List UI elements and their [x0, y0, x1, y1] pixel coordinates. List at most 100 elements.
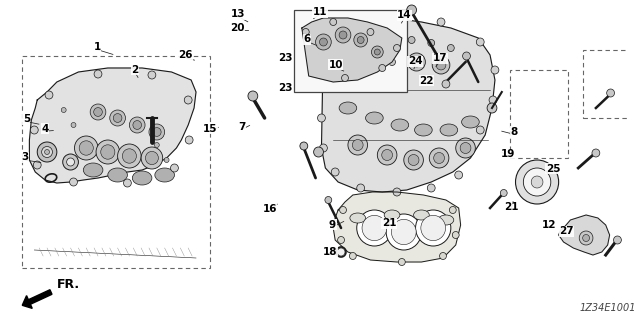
Circle shape	[356, 184, 365, 192]
FancyArrow shape	[22, 290, 52, 308]
Text: 26: 26	[178, 50, 192, 60]
Circle shape	[302, 28, 309, 36]
Circle shape	[96, 140, 120, 164]
Circle shape	[93, 108, 102, 116]
Circle shape	[399, 259, 405, 266]
Circle shape	[324, 38, 332, 46]
Circle shape	[340, 206, 346, 213]
Circle shape	[37, 142, 57, 162]
Circle shape	[392, 220, 416, 244]
Text: 25: 25	[546, 164, 561, 174]
Ellipse shape	[413, 210, 429, 220]
Circle shape	[124, 179, 131, 187]
Circle shape	[579, 231, 593, 245]
Circle shape	[434, 153, 444, 164]
Circle shape	[61, 108, 66, 113]
Circle shape	[113, 114, 122, 123]
Text: 21: 21	[381, 218, 396, 228]
Circle shape	[388, 59, 396, 66]
Circle shape	[607, 89, 614, 97]
Circle shape	[394, 44, 401, 52]
Circle shape	[421, 215, 445, 241]
Circle shape	[357, 36, 364, 44]
Circle shape	[185, 136, 193, 144]
Text: 8: 8	[511, 127, 518, 137]
Circle shape	[325, 196, 332, 204]
Circle shape	[337, 248, 345, 256]
Polygon shape	[302, 18, 402, 82]
Circle shape	[381, 149, 392, 161]
Bar	[509, 70, 568, 158]
Polygon shape	[321, 18, 495, 192]
Circle shape	[412, 57, 421, 67]
Circle shape	[449, 206, 456, 213]
Text: 27: 27	[559, 226, 573, 236]
Circle shape	[349, 252, 356, 260]
Ellipse shape	[440, 124, 458, 136]
Circle shape	[387, 55, 397, 65]
Circle shape	[408, 36, 415, 44]
Circle shape	[428, 39, 435, 46]
Text: 17: 17	[433, 53, 447, 63]
Circle shape	[361, 48, 369, 56]
Text: 14: 14	[397, 10, 412, 20]
Circle shape	[524, 168, 551, 196]
Circle shape	[71, 123, 76, 127]
Bar	[583, 50, 640, 118]
Circle shape	[388, 35, 396, 42]
Circle shape	[367, 28, 374, 36]
Circle shape	[489, 96, 497, 104]
Circle shape	[45, 91, 53, 99]
Circle shape	[45, 149, 49, 155]
Circle shape	[442, 80, 450, 88]
Circle shape	[432, 56, 450, 74]
Text: 1: 1	[93, 42, 101, 52]
Circle shape	[460, 142, 471, 154]
Circle shape	[314, 147, 323, 157]
Circle shape	[330, 19, 337, 26]
Circle shape	[145, 151, 158, 164]
Circle shape	[582, 235, 589, 242]
Ellipse shape	[415, 124, 432, 136]
Polygon shape	[333, 192, 461, 262]
Circle shape	[476, 126, 484, 134]
Circle shape	[70, 178, 77, 186]
Text: 23: 23	[278, 52, 292, 63]
Ellipse shape	[339, 102, 356, 114]
Text: 20: 20	[230, 23, 244, 33]
Circle shape	[374, 49, 380, 55]
Text: 5: 5	[22, 114, 30, 124]
Circle shape	[614, 236, 621, 244]
Circle shape	[342, 75, 348, 82]
Circle shape	[404, 150, 424, 170]
Circle shape	[79, 141, 93, 155]
Circle shape	[67, 158, 74, 166]
Ellipse shape	[108, 168, 127, 182]
Circle shape	[398, 14, 406, 22]
Circle shape	[358, 56, 376, 74]
Text: 22: 22	[419, 76, 434, 86]
Circle shape	[386, 214, 421, 250]
Circle shape	[415, 210, 451, 246]
Text: 10: 10	[328, 60, 343, 70]
Circle shape	[317, 114, 325, 122]
Circle shape	[74, 136, 98, 160]
Circle shape	[379, 65, 386, 71]
Circle shape	[248, 91, 258, 101]
Circle shape	[129, 117, 145, 133]
Circle shape	[452, 231, 459, 238]
Circle shape	[100, 145, 115, 159]
Text: 9: 9	[329, 220, 336, 230]
Ellipse shape	[83, 163, 103, 177]
Text: 15: 15	[203, 124, 218, 134]
Text: 4: 4	[42, 124, 49, 134]
Circle shape	[33, 161, 41, 169]
Circle shape	[152, 128, 161, 136]
Circle shape	[339, 31, 347, 39]
Ellipse shape	[384, 210, 400, 220]
Circle shape	[149, 124, 164, 140]
Circle shape	[383, 51, 401, 69]
Circle shape	[42, 147, 52, 157]
Circle shape	[316, 34, 332, 50]
Circle shape	[429, 148, 449, 168]
